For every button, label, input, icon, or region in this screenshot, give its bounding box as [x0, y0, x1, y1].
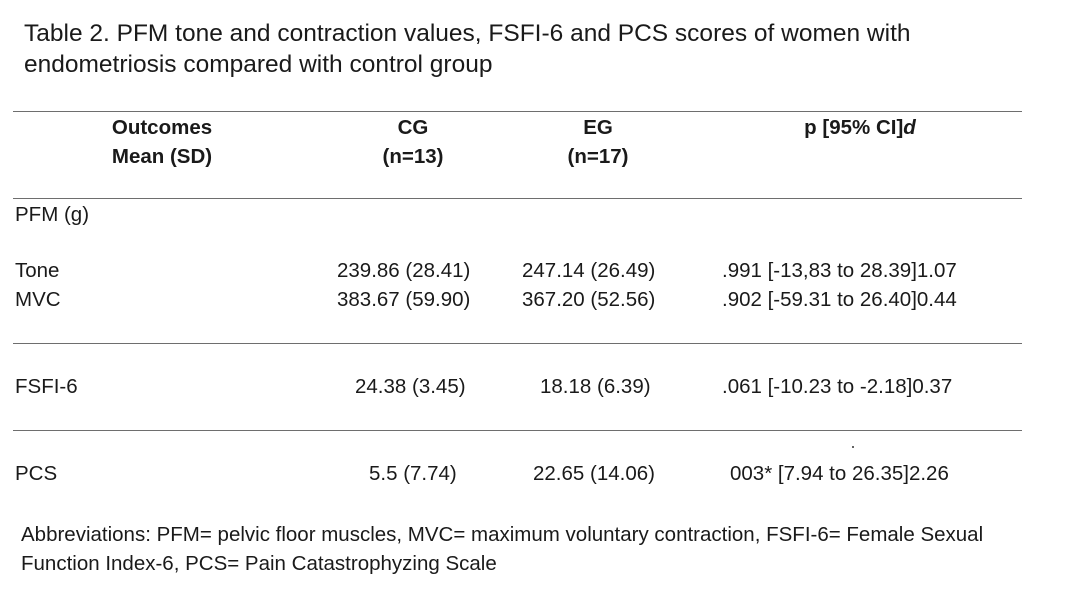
row-label-tone: Tone [15, 259, 60, 282]
header-effect-size: d [903, 116, 916, 139]
row-label-pcs: PCS [15, 462, 58, 485]
header-eg: EG (n=17) [538, 113, 658, 171]
cell-pcs-eg: 22.65 (14.06) [533, 462, 655, 485]
cell-pcs-p: 003* [7.94 to 26.35]2.26 [730, 462, 949, 485]
table-footnote: Abbreviations: PFM= pelvic floor muscles… [21, 523, 984, 575]
header-cg-line1: CG [397, 116, 429, 139]
cell-fsfi6-eg: 18.18 (6.39) [540, 375, 651, 398]
pfm-bottom-rule [13, 343, 1022, 344]
cell-tone-p: .991 [-13,83 to 28.39]1.07 [722, 259, 957, 282]
row-label-mvc: MVC [15, 288, 61, 311]
header-cg: CG (n=13) [353, 113, 473, 171]
cell-mvc-eg: 367.20 (52.56) [522, 288, 656, 311]
header-cg-line2: (n=13) [382, 145, 444, 168]
cell-fsfi6-cg: 24.38 (3.45) [355, 375, 466, 398]
header-p-ci-d: p [95% CI]d [760, 113, 960, 142]
cell-fsfi6-p: .061 [-10.23 to -2.18]0.37 [722, 375, 953, 398]
header-eg-line2: (n=17) [567, 145, 629, 168]
header-outcomes: Outcomes Mean (SD) [92, 113, 232, 171]
cell-pcs-cg: 5.5 (7.74) [369, 462, 457, 485]
section-label-pfm: PFM (g) [15, 203, 90, 226]
header-p-label: p [95% CI] [804, 116, 904, 139]
header-eg-line1: EG [583, 116, 613, 139]
fsfi-bottom-rule [13, 430, 1022, 431]
header-outcomes-line1: Outcomes [111, 116, 213, 139]
cell-tone-cg: 239.86 (28.41) [337, 259, 471, 282]
row-label-fsfi6: FSFI-6 [15, 375, 78, 398]
header-bottom-rule [13, 198, 1022, 199]
cell-mvc-p: .902 [-59.31 to 26.40]0.44 [722, 288, 957, 311]
table-caption: Table 2. PFM tone and contraction values… [24, 20, 911, 78]
table-top-rule [13, 111, 1022, 112]
decimal-point-mark [852, 446, 854, 448]
cell-tone-eg: 247.14 (26.49) [522, 259, 656, 282]
header-outcomes-line2: Mean (SD) [111, 145, 213, 168]
cell-mvc-cg: 383.67 (59.90) [337, 288, 471, 311]
